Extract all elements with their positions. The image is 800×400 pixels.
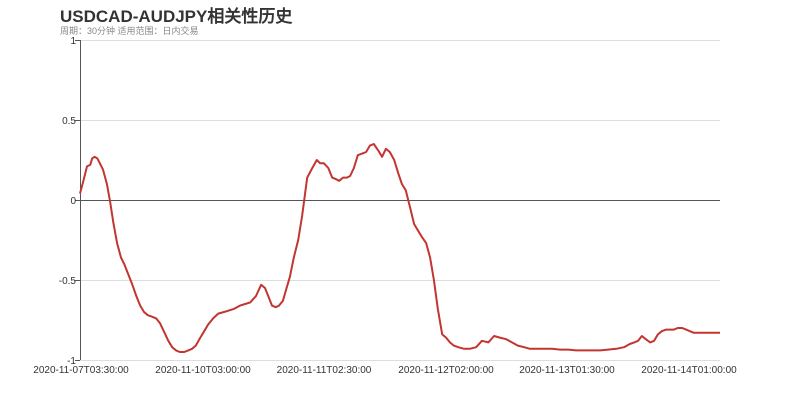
x-axis-ticks: 2020-11-07T03:30:00 2020-11-10T03:00:00 20…: [33, 365, 737, 376]
x-tick-label: 2020-11-11T02:30:00: [277, 365, 372, 376]
y-tick-label: -1: [67, 356, 76, 367]
x-tick-label: 2020-11-14T01:00:00: [641, 365, 737, 376]
x-tick-label: 2020-11-13T01:30:00: [519, 365, 615, 376]
x-tick-label: 2020-11-12T02:00:00: [398, 365, 494, 376]
y-tick-label: 0: [70, 196, 76, 207]
chart-subtitle: 周期：30分钟 适用范围：日内交易: [60, 26, 199, 36]
y-tick-label: 0.5: [62, 116, 76, 127]
axes: [80, 40, 720, 360]
chart-title: USDCAD-AUDJPY相关性历史: [60, 7, 293, 26]
y-tick-label: -0.5: [59, 276, 77, 287]
grid-lines: [80, 40, 720, 361]
y-axis-ticks: 1 0.5 0 -0.5 -1: [59, 36, 80, 367]
x-tick-label: 2020-11-07T03:30:00: [33, 365, 129, 376]
x-tick-label: 2020-11-10T03:00:00: [155, 365, 251, 376]
correlation-line: [79, 143, 720, 353]
y-tick-label: 1: [70, 36, 76, 47]
